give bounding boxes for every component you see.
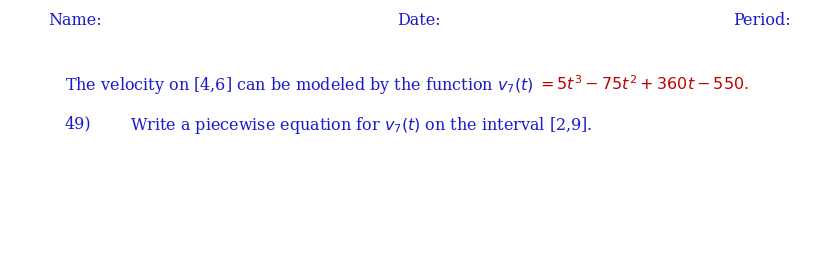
- Text: 49): 49): [65, 115, 91, 132]
- Text: $= 5t^3 - 75t^2 + 360t - 550.$: $= 5t^3 - 75t^2 + 360t - 550.$: [536, 75, 747, 94]
- Text: Write a piecewise equation for $v_7(t)$ on the interval [2,9].: Write a piecewise equation for $v_7(t)$ …: [130, 115, 592, 136]
- Text: Date:: Date:: [396, 12, 440, 29]
- Text: The velocity on [4,6] can be modeled by the function $v_7(t)$: The velocity on [4,6] can be modeled by …: [65, 75, 533, 96]
- Text: Name:: Name:: [48, 12, 102, 29]
- Text: Period:: Period:: [732, 12, 789, 29]
